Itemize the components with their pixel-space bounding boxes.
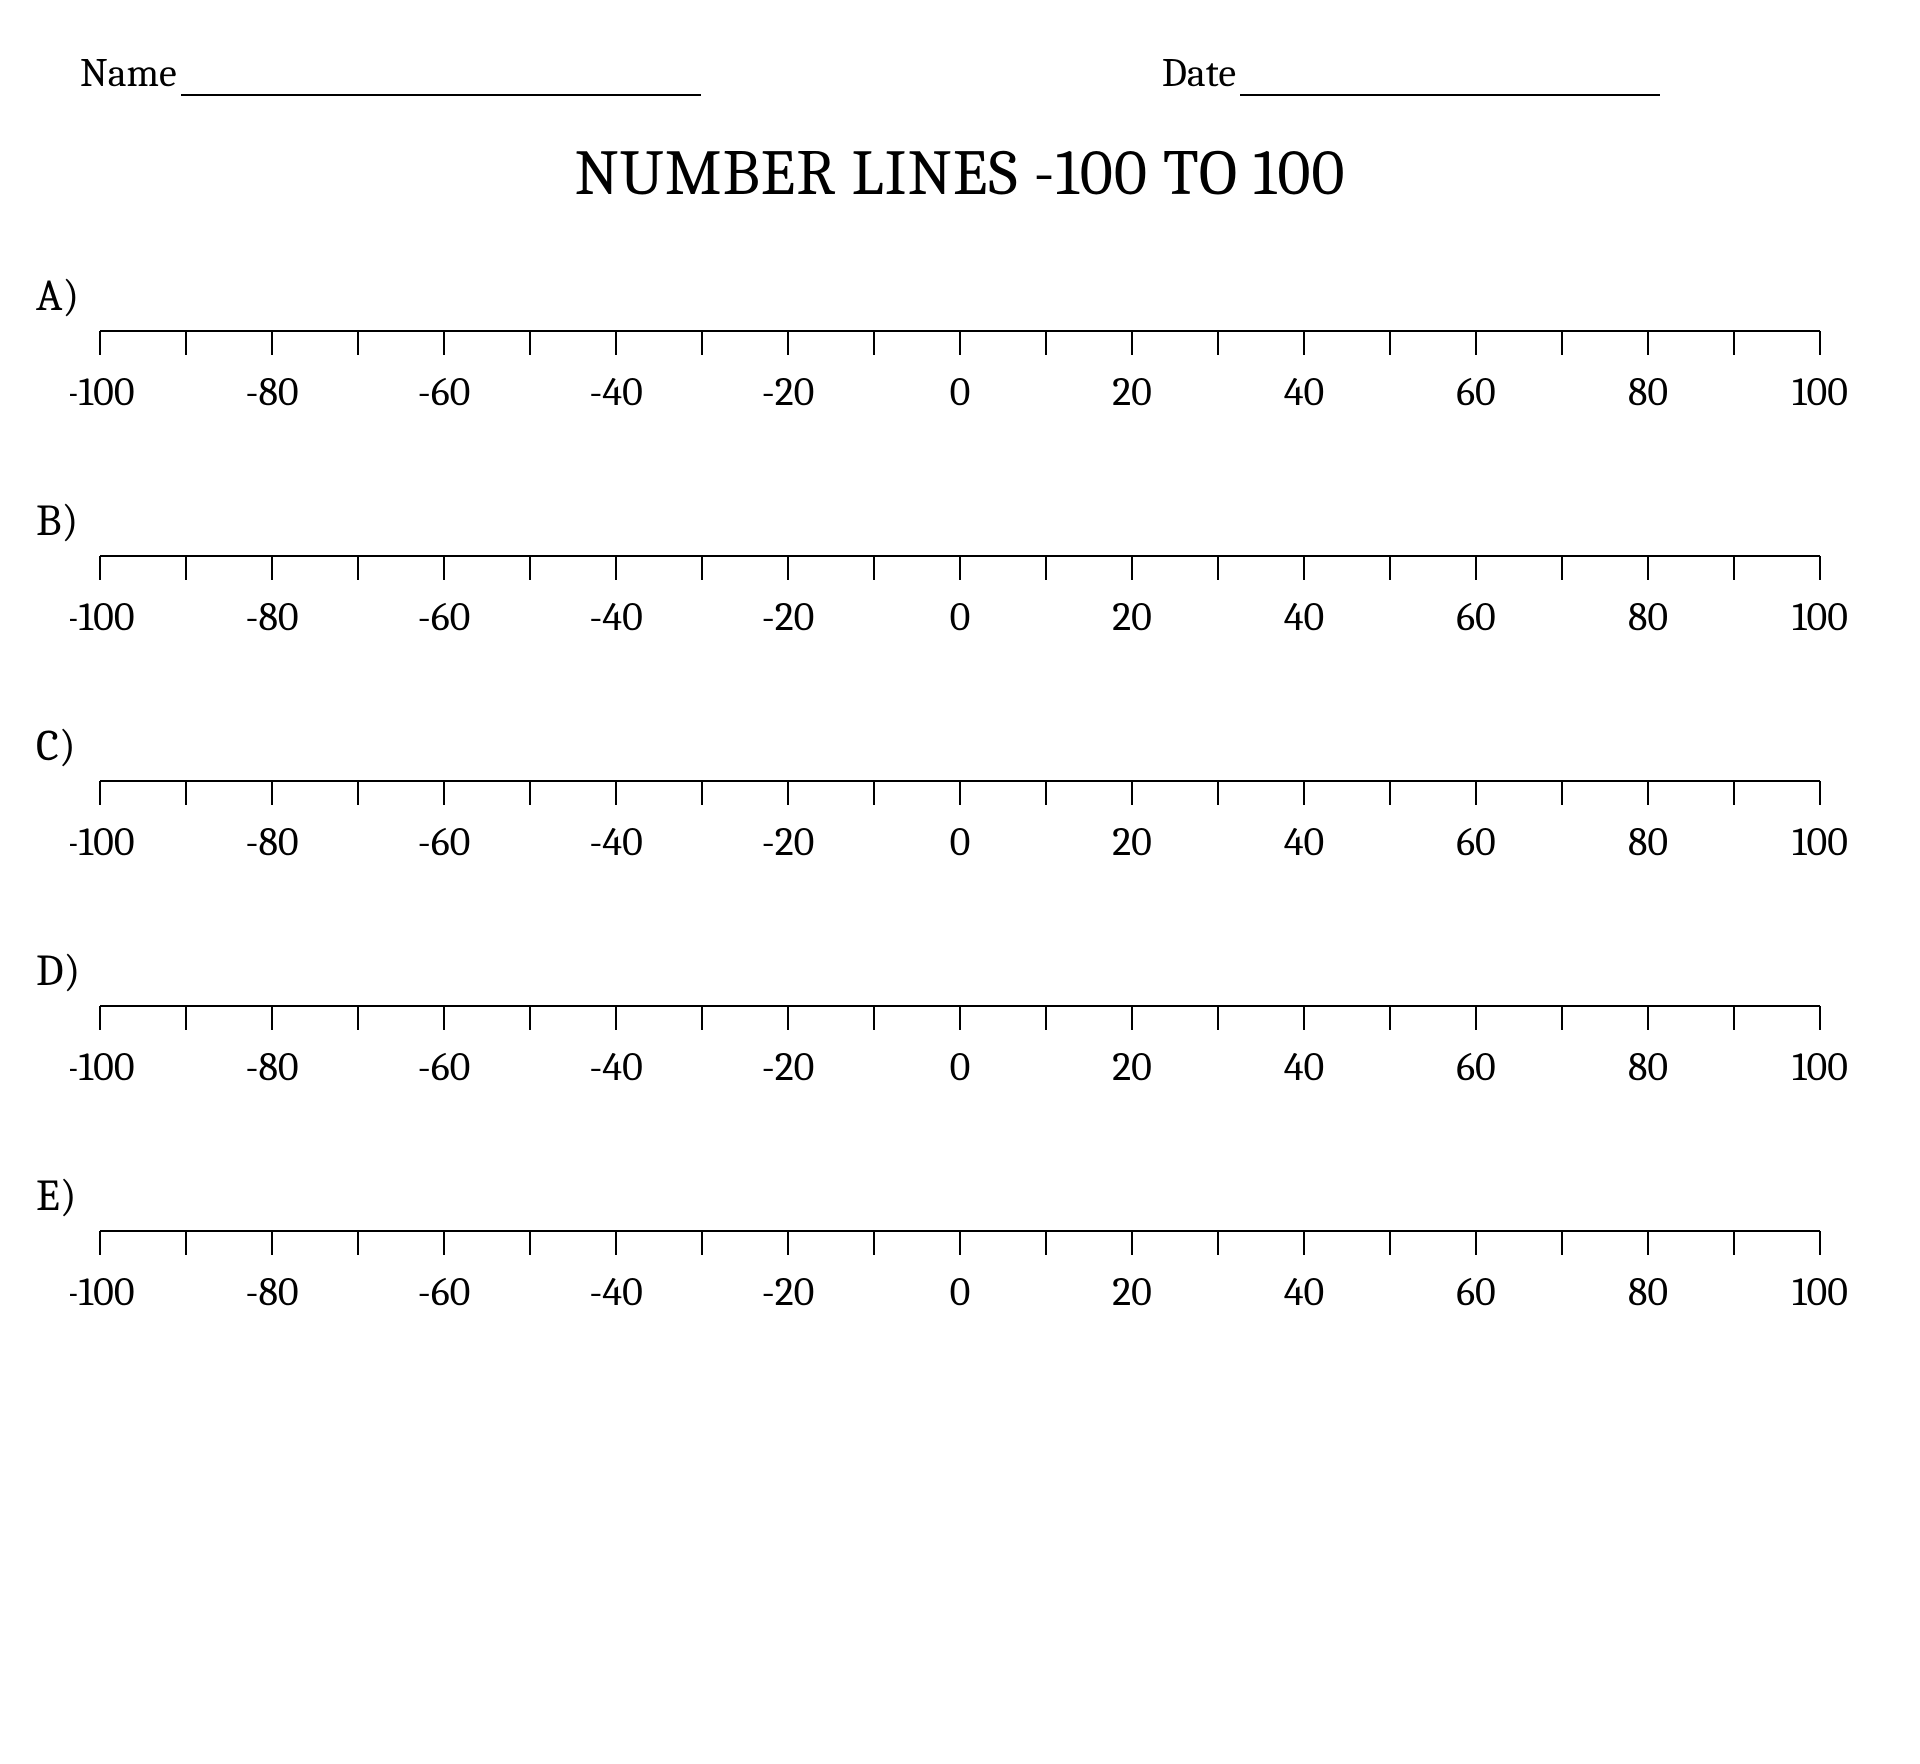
number-line: -100 -80 -60 -40 -20 0 20 40 60 80 100 — [70, 1002, 1850, 1092]
svg-text:80: 80 — [1628, 1269, 1668, 1315]
svg-text:40: 40 — [1284, 594, 1324, 640]
page-title: NUMBER LINES -100 TO 100 — [40, 136, 1880, 210]
svg-text:-80: -80 — [245, 1044, 298, 1090]
name-blank-line[interactable] — [181, 50, 701, 96]
svg-text:-60: -60 — [418, 819, 471, 865]
name-label: Name — [80, 50, 181, 96]
svg-text:80: 80 — [1628, 369, 1668, 415]
svg-text:-80: -80 — [245, 819, 298, 865]
svg-text:-60: -60 — [418, 594, 471, 640]
svg-text:-100: -100 — [70, 819, 135, 865]
svg-text:-40: -40 — [589, 1269, 643, 1315]
problem-label: C) — [36, 720, 1880, 771]
number-line: -100 -80 -60 -40 -20 0 20 40 60 80 100 — [70, 1227, 1850, 1317]
svg-text:40: 40 — [1284, 1044, 1324, 1090]
svg-text:60: 60 — [1456, 819, 1495, 865]
date-blank-line[interactable] — [1240, 50, 1660, 96]
svg-text:-100: -100 — [70, 369, 135, 415]
problem-label: D) — [36, 945, 1880, 996]
worksheet-page: Name Date NUMBER LINES -100 TO 100 A) -10… — [0, 0, 1920, 1764]
svg-text:60: 60 — [1456, 594, 1495, 640]
svg-text:80: 80 — [1628, 819, 1668, 865]
problem-d: D)-100-80-60-40-20020406080100 — [40, 945, 1880, 1092]
svg-text:-40: -40 — [589, 369, 643, 415]
svg-text:40: 40 — [1284, 819, 1324, 865]
number-line: -100 -80 -60 -40 -20 0 20 40 60 80 100 — [70, 777, 1850, 867]
problem-c: C)-100-80-60-40-20020406080100 — [40, 720, 1880, 867]
name-field: Name — [80, 50, 701, 96]
svg-text:100: 100 — [1792, 1044, 1848, 1090]
svg-text:60: 60 — [1456, 1044, 1495, 1090]
svg-text:-20: -20 — [762, 594, 815, 640]
svg-text:0: 0 — [950, 1269, 971, 1315]
problem-label: E) — [36, 1170, 1880, 1221]
svg-text:-100: -100 — [70, 594, 135, 640]
svg-text:-40: -40 — [589, 594, 643, 640]
svg-text:-60: -60 — [418, 1044, 471, 1090]
date-label: Date — [1162, 50, 1240, 96]
svg-text:60: 60 — [1456, 1269, 1495, 1315]
svg-text:0: 0 — [950, 594, 971, 640]
svg-text:-20: -20 — [762, 819, 815, 865]
number-line: -100 -80 -60 -40 -20 0 20 40 60 80 100 — [70, 552, 1850, 642]
svg-text:-80: -80 — [245, 594, 298, 640]
svg-text:40: 40 — [1284, 1269, 1324, 1315]
svg-text:-60: -60 — [418, 1269, 471, 1315]
svg-text:100: 100 — [1792, 819, 1848, 865]
problem-label: B) — [36, 495, 1880, 546]
svg-text:0: 0 — [950, 1044, 971, 1090]
header-right-pad — [1660, 50, 1840, 96]
number-line: -100 -80 -60 -40 -20 0 20 40 60 80 100 — [70, 327, 1850, 417]
problems-container: A)-100-80-60-40-20020406080100B)-100-80-… — [40, 270, 1880, 1317]
svg-text:100: 100 — [1792, 594, 1848, 640]
svg-text:-20: -20 — [762, 1269, 815, 1315]
svg-text:-80: -80 — [245, 369, 298, 415]
svg-text:-40: -40 — [589, 1044, 643, 1090]
svg-text:20: 20 — [1112, 369, 1152, 415]
svg-text:-40: -40 — [589, 819, 643, 865]
svg-text:100: 100 — [1792, 1269, 1848, 1315]
date-field: Date — [1162, 50, 1660, 96]
svg-text:-20: -20 — [762, 1044, 815, 1090]
problem-label: A) — [36, 270, 1880, 321]
svg-text:40: 40 — [1284, 369, 1324, 415]
svg-text:80: 80 — [1628, 594, 1668, 640]
svg-text:20: 20 — [1112, 594, 1152, 640]
svg-text:0: 0 — [950, 369, 971, 415]
svg-text:20: 20 — [1112, 1269, 1152, 1315]
problem-a: A)-100-80-60-40-20020406080100 — [40, 270, 1880, 417]
svg-text:-100: -100 — [70, 1044, 135, 1090]
svg-text:60: 60 — [1456, 369, 1495, 415]
svg-text:-60: -60 — [418, 369, 471, 415]
header-row: Name Date — [80, 50, 1840, 96]
svg-text:0: 0 — [950, 819, 971, 865]
header-spacer — [701, 50, 1162, 96]
svg-text:-100: -100 — [70, 1269, 135, 1315]
problem-e: E)-100-80-60-40-20020406080100 — [40, 1170, 1880, 1317]
svg-text:20: 20 — [1112, 1044, 1152, 1090]
svg-text:-80: -80 — [245, 1269, 298, 1315]
svg-text:20: 20 — [1112, 819, 1152, 865]
svg-text:-20: -20 — [762, 369, 815, 415]
problem-b: B)-100-80-60-40-20020406080100 — [40, 495, 1880, 642]
svg-text:100: 100 — [1792, 369, 1848, 415]
svg-text:80: 80 — [1628, 1044, 1668, 1090]
